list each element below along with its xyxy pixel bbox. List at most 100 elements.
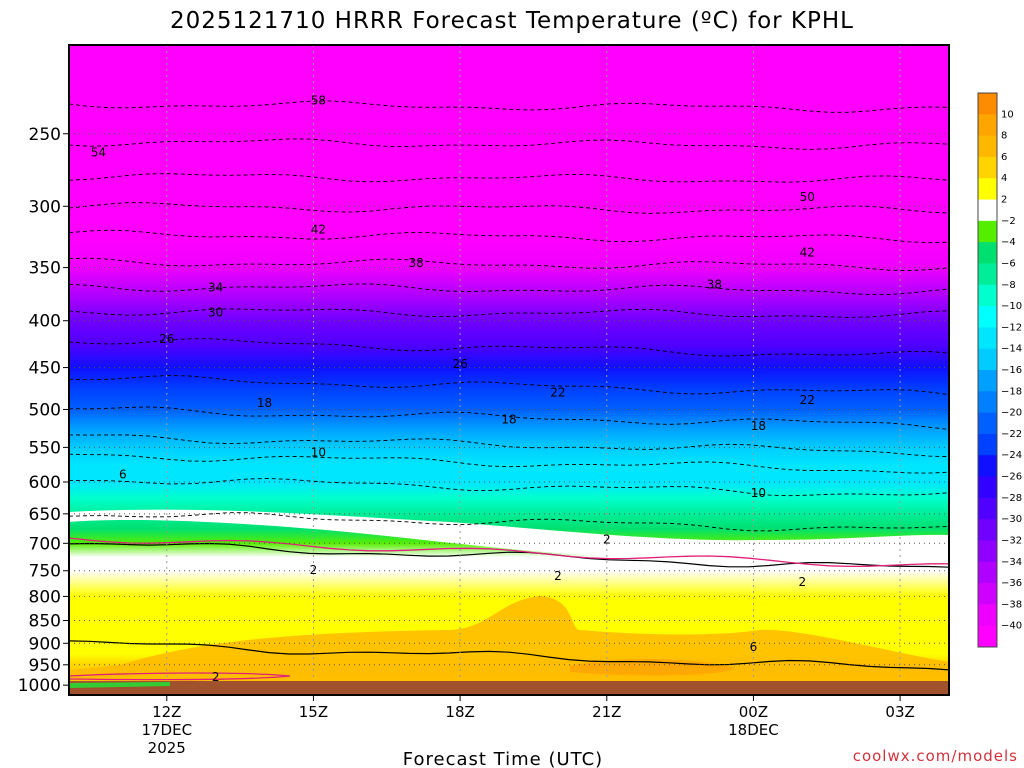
contour-label: 42	[800, 246, 815, 260]
ground-surface	[69, 681, 949, 695]
y-tick-label: 600	[29, 473, 61, 493]
contour-label: 30	[208, 306, 223, 320]
x-tick-date: 17DEC	[141, 721, 192, 739]
colorbar-swatch	[978, 540, 997, 563]
colorbar-swatch	[978, 220, 997, 243]
y-tick-label: 900	[29, 634, 61, 654]
colorbar-label: −32	[1001, 535, 1022, 546]
colorbar-swatch	[978, 156, 997, 179]
x-tick-label: 03Z	[885, 703, 914, 721]
contour-label: 58	[311, 94, 326, 108]
y-tick-label: 400	[29, 312, 61, 332]
x-tick-label: 15Z	[299, 703, 328, 721]
colorbar-label: −8	[1001, 280, 1016, 291]
freezing-level-line	[69, 537, 949, 568]
colorbar-swatch	[978, 327, 997, 350]
colorbar-swatch	[978, 497, 997, 520]
contour-label: 22	[550, 385, 565, 399]
contour-line	[69, 542, 949, 568]
colorbar-label: 4	[1001, 173, 1007, 184]
colorbar-label: 6	[1001, 152, 1007, 163]
x-axis-label: Forecast Time (UTC)	[403, 749, 603, 768]
colorbar-swatch	[978, 284, 997, 307]
colorbar-swatch	[978, 412, 997, 435]
contour-label: 34	[208, 281, 223, 295]
contour-label: 38	[408, 256, 423, 270]
contour-line	[69, 229, 949, 244]
colorbar-label: 8	[1001, 131, 1007, 142]
temperature-field	[69, 45, 949, 695]
colorbar-swatch	[978, 348, 997, 371]
colorbar-swatch	[978, 391, 997, 414]
contour-lines	[69, 100, 949, 681]
colorbar-label: −38	[1001, 599, 1022, 610]
colorbar-swatch	[978, 476, 997, 499]
melting-layer-band	[69, 509, 949, 561]
colorbar-label: −24	[1001, 450, 1022, 461]
colorbar-label: −16	[1001, 365, 1022, 376]
colorbar-swatch	[978, 242, 997, 264]
colorbar-swatch	[978, 135, 997, 158]
colorbar-label: −4	[1001, 237, 1016, 248]
y-tick-label: 750	[29, 562, 61, 582]
watermark: coolwx.com/models	[853, 747, 1018, 765]
colorbar-swatch	[978, 561, 997, 584]
colorbar-label: −30	[1001, 514, 1022, 525]
y-tick-label: 450	[29, 359, 61, 379]
colorbar: 10 8 6 4 2 −2 −4 −6 −8 −10 −12 −14 −16 −18 −20 −22 −24 −2…	[977, 92, 1022, 648]
y-tick-label: 850	[29, 612, 61, 632]
contour-line	[69, 308, 949, 318]
x-tick-date: 18DEC	[728, 721, 779, 739]
colorbar-label: −2	[1001, 216, 1016, 227]
contour-label: 42	[311, 222, 326, 236]
colorbar-label: −36	[1001, 578, 1022, 589]
colorbar-swatch	[978, 93, 997, 115]
contour-label: 10	[751, 486, 766, 500]
contour-label: 6	[119, 468, 127, 482]
x-tick-label: 00Z	[739, 703, 768, 721]
y-axis: 2503003504004505005506006507007508008509…	[18, 125, 69, 696]
colorbar-swatch	[978, 604, 997, 627]
colorbar-label: −14	[1001, 344, 1022, 355]
warm-layer-patch	[69, 596, 949, 684]
chart-title: 2025121710 HRRR Forecast Temperature (ºC…	[170, 8, 854, 34]
contour-label: 2	[310, 563, 318, 577]
contour-label: 2	[212, 670, 220, 684]
colorbar-label: −34	[1001, 557, 1022, 568]
colorbar-swatch	[978, 178, 997, 201]
colorbar-label: −40	[1001, 621, 1022, 632]
colorbar-swatch	[978, 306, 997, 328]
colorbar-label: −6	[1001, 258, 1016, 269]
y-tick-label: 650	[29, 505, 61, 525]
y-tick-label: 950	[29, 656, 61, 676]
contour-label: 38	[707, 277, 722, 291]
surface-green-patch	[69, 682, 170, 688]
colorbar-label: −22	[1001, 429, 1022, 440]
y-tick-label: 350	[29, 259, 61, 279]
contour-label: 26	[159, 332, 174, 346]
x-tick-label: 18Z	[445, 703, 474, 721]
contour-label: 18	[501, 413, 516, 427]
colorbar-swatch	[978, 433, 997, 456]
contour-label: 2	[799, 575, 807, 589]
contour-label: 22	[800, 393, 815, 407]
colorbar-swatch	[978, 114, 997, 137]
colorbar-label: −18	[1001, 386, 1022, 397]
colorbar-swatch	[978, 263, 997, 286]
y-tick-label: 300	[29, 197, 61, 217]
colorbar-label: −10	[1001, 301, 1022, 312]
colorbar-label: −28	[1001, 493, 1022, 504]
colorbar-swatch	[978, 199, 997, 222]
warm-core-patch	[570, 659, 735, 676]
colorbar-swatch	[978, 519, 997, 541]
colorbar-label: 2	[1001, 195, 1007, 206]
contour-line	[69, 640, 949, 671]
contour-label: 18	[751, 419, 766, 433]
contour-line	[69, 283, 949, 296]
plot-frame	[68, 44, 950, 696]
contour-line	[69, 434, 949, 458]
contour-label: 50	[800, 190, 815, 204]
